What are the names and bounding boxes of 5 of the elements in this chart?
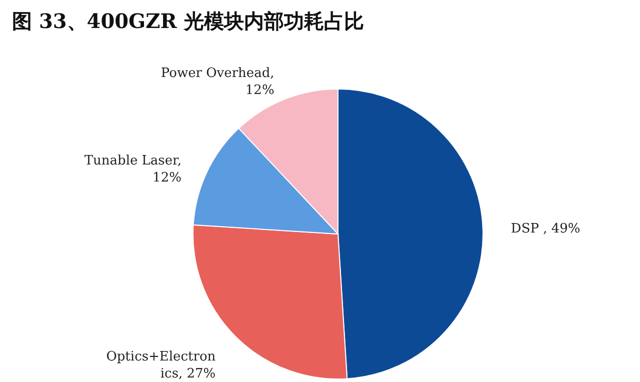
slice-label: Power Overhead, 12% bbox=[160, 66, 274, 98]
chart-title: 图 33、400GZR 光模块内部功耗占比 bbox=[12, 9, 364, 33]
slice-label: DSP , 49% bbox=[510, 222, 580, 237]
slice-label: Optics+Electronics, 27% bbox=[106, 349, 216, 382]
slice-label: Tunable Laser, 12% bbox=[84, 153, 182, 186]
